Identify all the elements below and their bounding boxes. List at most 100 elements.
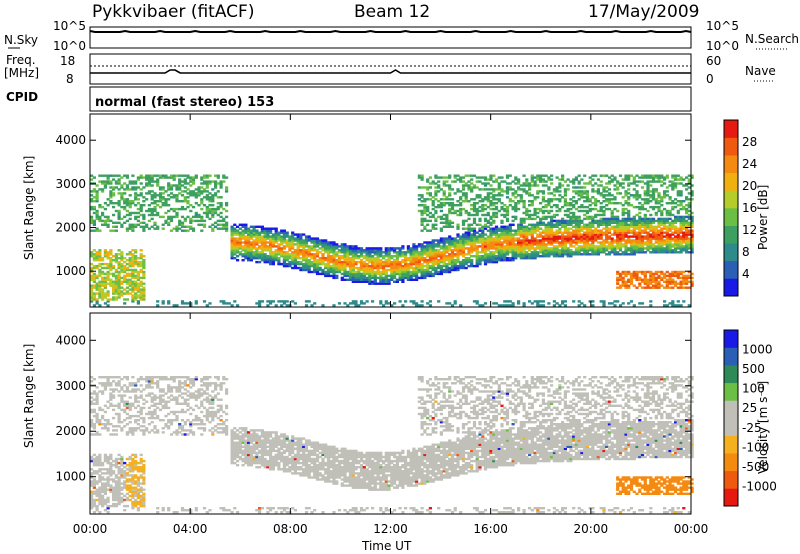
power-cell (522, 174, 526, 177)
power-cell (657, 280, 661, 283)
power-cell (197, 190, 201, 193)
power-cell (362, 255, 366, 258)
power-cell (627, 229, 631, 232)
power-cell (539, 231, 543, 234)
power-cell (472, 231, 477, 234)
power-cell (404, 268, 408, 272)
power-cell (663, 194, 667, 197)
power-cell (539, 247, 543, 250)
power-cell (453, 268, 457, 272)
power-cell (665, 176, 669, 179)
power-cell (365, 255, 369, 258)
power-cell (640, 180, 645, 183)
power-cell (219, 186, 223, 189)
power-cell (533, 247, 537, 250)
power-cell (591, 243, 595, 246)
power-cell (90, 268, 94, 272)
power-cell (205, 182, 209, 185)
power-cell (225, 209, 229, 213)
power-cell (663, 190, 667, 193)
power-cell (607, 219, 612, 223)
power-cell (486, 229, 490, 232)
power-cell (552, 241, 556, 244)
power-cell (252, 231, 256, 234)
power-cell (131, 272, 135, 276)
power-cell (610, 227, 614, 230)
power-cell (293, 266, 297, 270)
power-cell (158, 205, 163, 209)
power-cell (539, 217, 543, 221)
power-cell (274, 257, 278, 260)
power-cell (486, 219, 490, 223)
power-cell (503, 247, 507, 250)
power-cell (335, 262, 339, 266)
power-cell (470, 235, 474, 238)
power-cell (530, 174, 534, 177)
power-cell (632, 233, 636, 236)
power-cell (442, 241, 446, 244)
power-cell (632, 205, 636, 209)
power-cell (478, 180, 482, 183)
power-cell (114, 209, 118, 213)
power-cell (434, 219, 438, 223)
power-cell (668, 229, 672, 232)
power-cell (236, 255, 240, 258)
power-cell (373, 274, 377, 278)
power-cell (136, 223, 140, 226)
power-cell (103, 294, 107, 297)
power-cell (657, 239, 661, 242)
power-cell (679, 223, 683, 226)
power-cell (663, 221, 667, 224)
power-cell (654, 202, 658, 205)
power-cell (632, 274, 636, 278)
power-cell (514, 202, 518, 205)
power-cell (139, 204, 143, 207)
power-cell (668, 239, 672, 242)
power-cell (326, 257, 331, 260)
power-cell (136, 176, 140, 179)
power-cell (632, 253, 636, 256)
power-cell (475, 235, 479, 238)
power-cell (616, 243, 620, 246)
power-cell (120, 292, 124, 295)
power-cell (478, 235, 482, 238)
power-cell (651, 198, 656, 201)
power-cell (280, 300, 284, 303)
power-cell (450, 205, 455, 209)
power-cell (128, 180, 132, 183)
power-cell (156, 184, 160, 187)
power-cell (343, 274, 347, 278)
power-cell (610, 243, 614, 246)
power-cell (572, 196, 576, 199)
power-cell (260, 237, 264, 240)
power-cell (131, 211, 135, 215)
power-cell (674, 178, 678, 181)
power-cell (98, 188, 102, 191)
power-cell (486, 221, 490, 224)
power-cell (500, 205, 504, 209)
power-cell (431, 241, 435, 244)
power-cell (547, 192, 551, 195)
power-cell (646, 278, 650, 281)
power-cell (175, 200, 179, 203)
power-cell (591, 237, 595, 240)
power-cell (269, 257, 273, 260)
power-cell (566, 237, 570, 240)
power-cell (580, 241, 584, 244)
power-cell (583, 196, 587, 199)
power-cell (494, 302, 499, 305)
power-cell (373, 272, 377, 276)
power-cell (624, 282, 628, 285)
power-cell (685, 286, 689, 289)
power-cell (500, 188, 504, 191)
power-cell (505, 186, 510, 189)
power-cell (379, 259, 383, 262)
power-cell (326, 260, 331, 264)
power-cell (676, 182, 680, 185)
power-cell (621, 227, 625, 230)
power-cell (371, 270, 375, 274)
power-cell (139, 264, 143, 268)
power-cell (150, 190, 154, 193)
power-cell (200, 198, 204, 201)
power-cell (605, 245, 609, 248)
